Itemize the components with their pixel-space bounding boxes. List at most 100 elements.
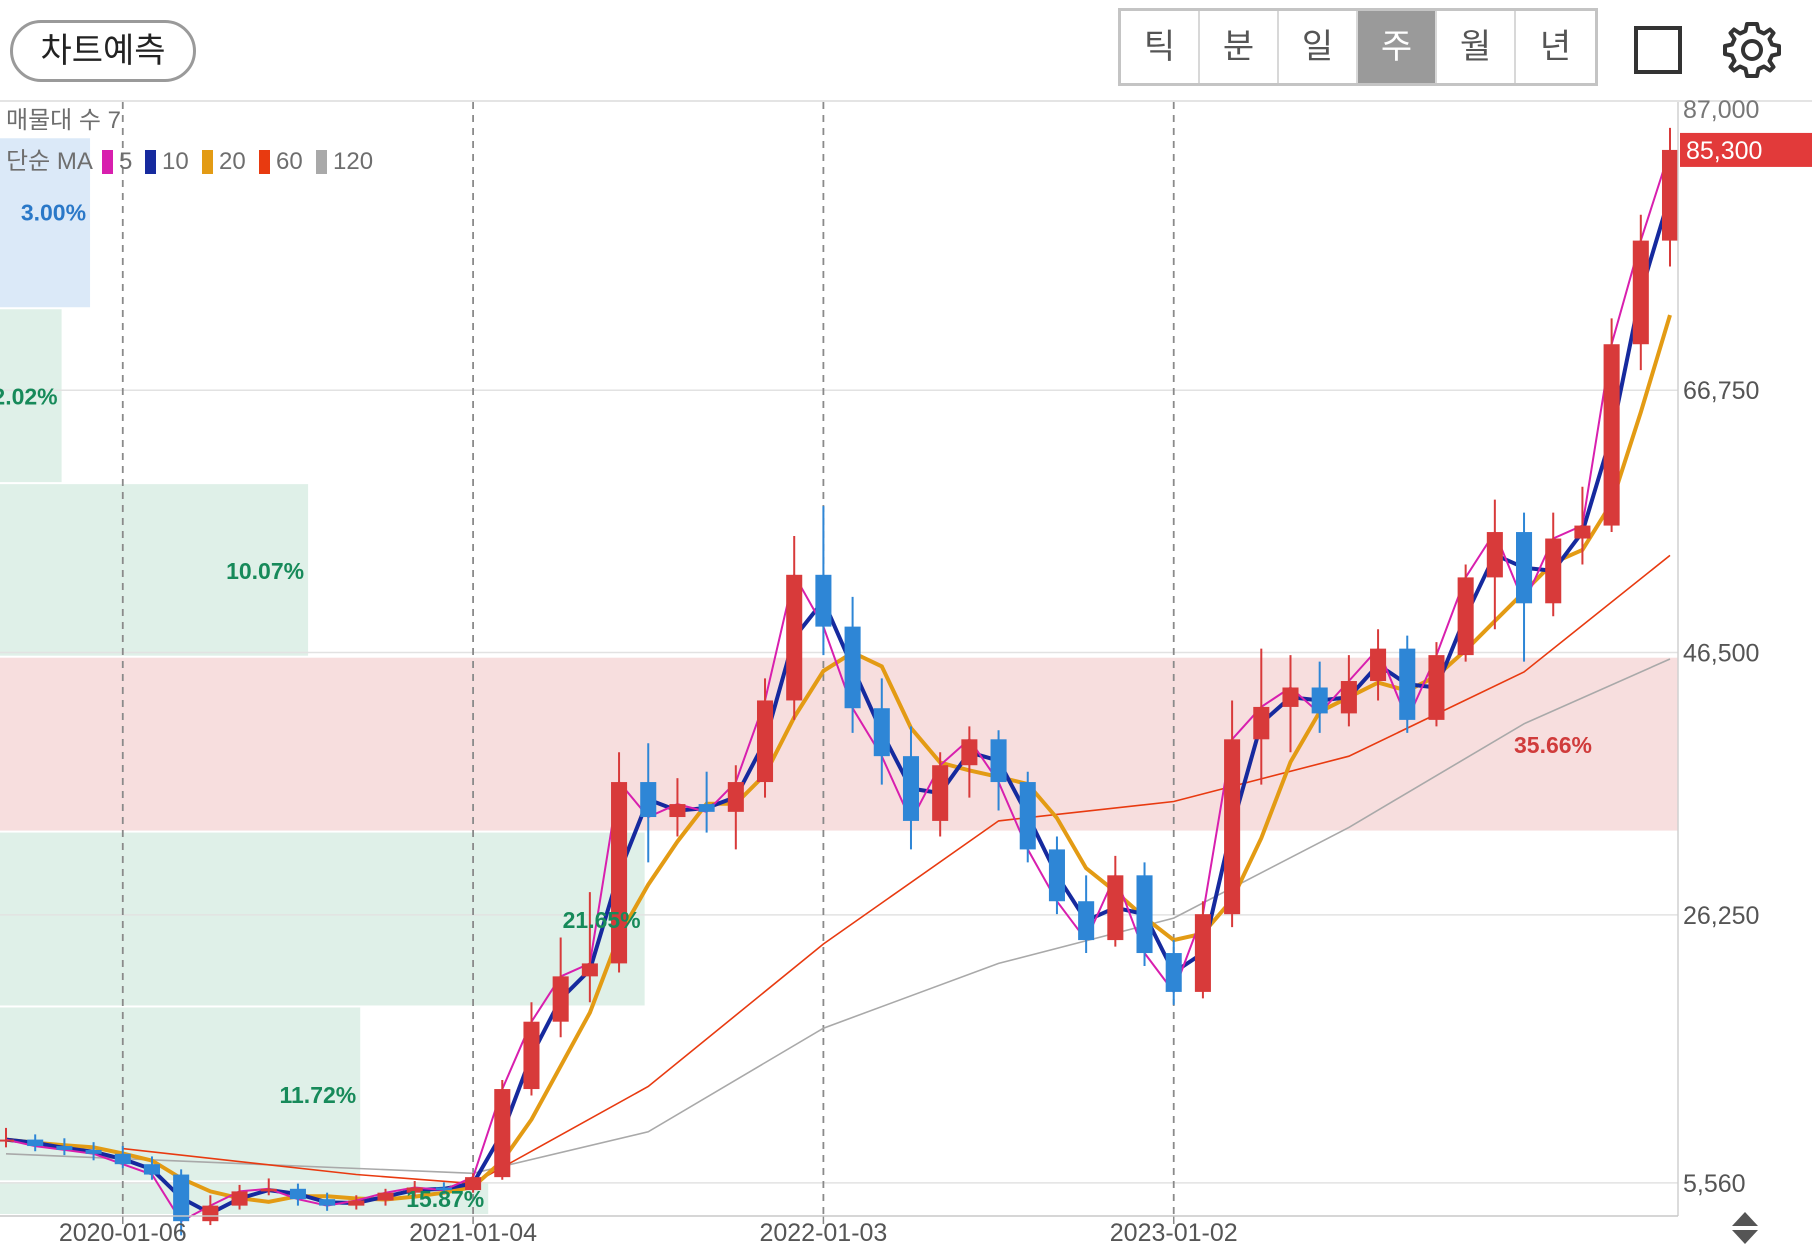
candle [114,1146,131,1169]
candle-body [1136,875,1153,954]
period-year-button[interactable]: 년 [1539,27,1572,67]
candle-body [289,1188,306,1200]
candle [1165,940,1182,1005]
candle [1194,901,1211,999]
candle [494,1079,511,1180]
candle [552,937,569,1038]
candle-body [377,1192,394,1201]
candle [640,743,657,863]
ma-5-swatch [102,150,113,174]
candle-body [1019,782,1036,850]
candle [902,726,920,850]
volume-profile-percent-label: 21.65% [563,907,641,933]
candle-body [932,765,949,821]
candle-body [0,1139,15,1142]
current-price-tag [1680,132,1812,167]
candle [1340,655,1357,727]
y-axis-tick-label: 46,500 [1683,640,1759,668]
candle [961,726,978,798]
candle-body [56,1146,73,1150]
stock-chart[interactable]: 3.00% 2.02% 10.07% 35.66% 21.65% 11.72% 15.87%… [0,100,1812,1244]
candle-body [523,1021,540,1090]
x-axis-tick-label: 2023-01-02 [1110,1219,1238,1244]
volume-profile-bar [0,484,309,656]
ma-60-swatch [259,150,270,174]
candle-body [844,626,861,709]
candle [1370,629,1387,701]
candle [377,1188,394,1206]
candle [1224,700,1241,928]
candle [523,1002,540,1096]
candle-body [698,804,715,812]
ma-20-legend-label: 20 [219,148,246,175]
candle [1311,661,1328,733]
candle-body [173,1174,190,1222]
candle-body [348,1200,365,1206]
candle [1545,512,1562,617]
candle [1136,862,1153,966]
volume-profile-percent-label: 2.02% [0,384,58,410]
period-selector: 틱 분 일 주 월 년 [1118,8,1598,86]
ma-120-swatch [316,150,327,174]
candle-body [1516,532,1533,604]
period-month-button[interactable]: 월 [1437,11,1516,83]
period-week-button[interactable]: 주 [1358,11,1437,83]
ma-5-legend-label: 5 [119,148,132,175]
candle [406,1181,423,1197]
candle-body [611,782,628,964]
candle-body [1194,914,1211,992]
candle [465,1173,482,1193]
gear-icon[interactable] [1720,18,1784,82]
candle [1661,127,1679,267]
candle-body [1253,706,1270,740]
candle [611,752,628,973]
candle-body [1165,953,1182,992]
candle [1048,836,1065,915]
period-day-button[interactable]: 일 [1279,11,1358,83]
candle [27,1134,44,1152]
candle-body [435,1187,452,1191]
volume-profile-bar [0,832,645,1006]
ma-20-swatch [202,150,213,174]
volume-profile-percent-label: 15.87% [406,1186,484,1212]
candle-body [669,804,686,818]
candle [1486,499,1503,630]
square-window-icon[interactable] [1626,18,1690,82]
volume-profile-bar [0,309,62,483]
top-toolbar: 차트예측 틱 분 일 주 월 년 [0,0,1812,102]
ma-5-line [5,149,1671,1223]
x-axis-tick-label: 2021-01-04 [409,1219,537,1244]
y-axis-tick-label: 5,560 [1683,1170,1746,1198]
chart-predict-button[interactable]: 차트예측 [10,20,196,82]
ma-10-line [5,194,1672,1216]
period-tick-button[interactable]: 틱 [1121,11,1200,83]
candle [260,1178,277,1196]
candle [727,765,744,850]
candle-body [552,976,569,1022]
candle-body [1282,687,1299,707]
volume-profile-label: 매물대 수 7 [6,107,121,134]
candle-body [27,1139,44,1147]
candle [319,1192,336,1211]
period-minute-button[interactable]: 분 [1200,11,1279,83]
volume-profile-bar [0,138,91,308]
volume-profile-bar [0,657,1678,831]
candle-body [465,1177,482,1191]
candle [1632,214,1649,371]
candle-body [1399,648,1416,720]
candle [786,535,803,720]
candle-body [114,1153,131,1165]
candle [1516,512,1533,662]
x-axis-tick-label: 2020-01-06 [59,1219,187,1244]
axes: 5,560 26,250 46,500 66,750 87,000 2020-01-06 2… [0,100,1812,1244]
candle [173,1169,190,1236]
candles [0,127,1679,1236]
candle-body [1048,849,1065,902]
candle-body [1632,240,1649,345]
volume-profile-percent-label: 35.66% [1514,732,1592,758]
candle [435,1182,452,1194]
candle [815,506,832,656]
scroll-handle-icon[interactable] [1732,1212,1758,1244]
candle [1078,875,1095,954]
candle-body [319,1199,336,1206]
